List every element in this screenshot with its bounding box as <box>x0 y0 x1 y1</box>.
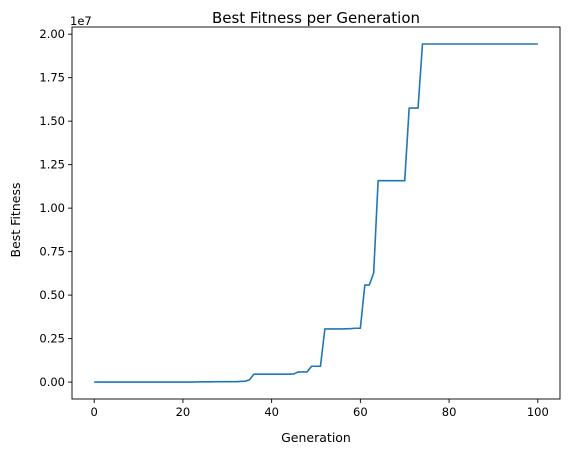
y-tick-label: 2.00 <box>39 27 65 41</box>
y-tick-label: 0.50 <box>39 288 65 302</box>
x-tick-label: 20 <box>176 405 191 419</box>
x-axis-label: Generation <box>281 430 351 445</box>
y-tick-label: 1.00 <box>39 201 65 215</box>
series-line <box>94 43 538 383</box>
x-tick-label: 100 <box>527 405 549 419</box>
x-tick-label: 40 <box>264 405 279 419</box>
y-tick-label: 1.75 <box>39 71 65 85</box>
y-offset-label: 1e7 <box>70 14 92 28</box>
y-tick-label: 1.25 <box>39 158 65 172</box>
y-tick-label: 0.25 <box>39 332 65 346</box>
x-tick-label: 60 <box>353 405 368 419</box>
x-tick-label: 80 <box>442 405 457 419</box>
y-tick-label: 0.00 <box>39 375 65 389</box>
y-axis-label: Best Fitness <box>8 183 23 258</box>
axes-frame <box>71 26 561 400</box>
plot-area: 0 20 40 60 80 100 0.00 0.25 0.50 0.75 1.00 1.25 1.50… <box>39 26 561 419</box>
y-tick-label: 0.75 <box>39 245 65 259</box>
y-tick-label: 1.50 <box>39 114 65 128</box>
chart-title: Best Fitness per Generation <box>212 9 420 27</box>
x-tick-label: 0 <box>91 405 98 419</box>
